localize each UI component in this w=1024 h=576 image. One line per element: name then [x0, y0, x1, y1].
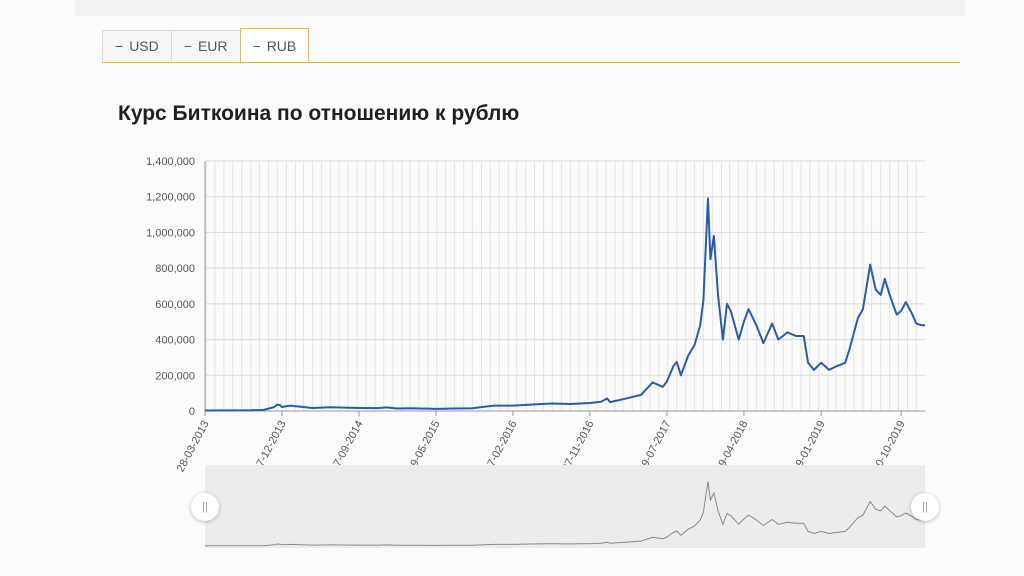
grip-icon: ||: [922, 500, 928, 513]
tab-rub-label: RUB: [266, 37, 297, 54]
tab-rub[interactable]: − RUB: [239, 28, 310, 62]
navigator-right-handle[interactable]: ||: [911, 492, 939, 521]
minus-icon: −: [115, 38, 124, 54]
y-tick-label: 1,400,000: [146, 156, 195, 168]
chart-title: Курс Биткоина по отношению к рублю: [118, 102, 520, 125]
y-tick-label: 1,200,000: [146, 192, 195, 204]
minus-icon: −: [252, 37, 261, 54]
y-tick-label: 1,000,000: [146, 227, 195, 239]
navigator-left-handle[interactable]: ||: [191, 492, 219, 521]
navigator-series-line: [205, 481, 925, 547]
tab-underline: [102, 62, 960, 63]
y-tick-label: 800,000: [155, 263, 195, 275]
y-tick-label: 600,000: [155, 299, 195, 311]
chart-grid: [205, 160, 925, 412]
price-series-line: [204, 197, 925, 412]
grip-icon: ||: [202, 500, 208, 513]
y-tick-label: 200,000: [155, 370, 195, 382]
x-axis-ticks: 28-03-2013 17-12-2013 07-09-2014 29-05-2015…: [175, 411, 908, 474]
minus-icon: −: [183, 38, 192, 54]
chart-axes: [204, 161, 925, 412]
tab-usd-label: USD: [129, 38, 159, 54]
tab-eur-label: EUR: [197, 38, 228, 54]
y-axis-ticks: 0 200,000 400,000 600,000 800,000 1,000,000 1,…: [146, 156, 195, 418]
navigator-background: [205, 465, 925, 548]
y-tick-label: 0: [189, 406, 195, 418]
currency-tabs: − USD − EUR − RUB: [102, 28, 310, 62]
y-tick-label: 400,000: [155, 335, 195, 347]
top-bar: [75, 0, 965, 16]
